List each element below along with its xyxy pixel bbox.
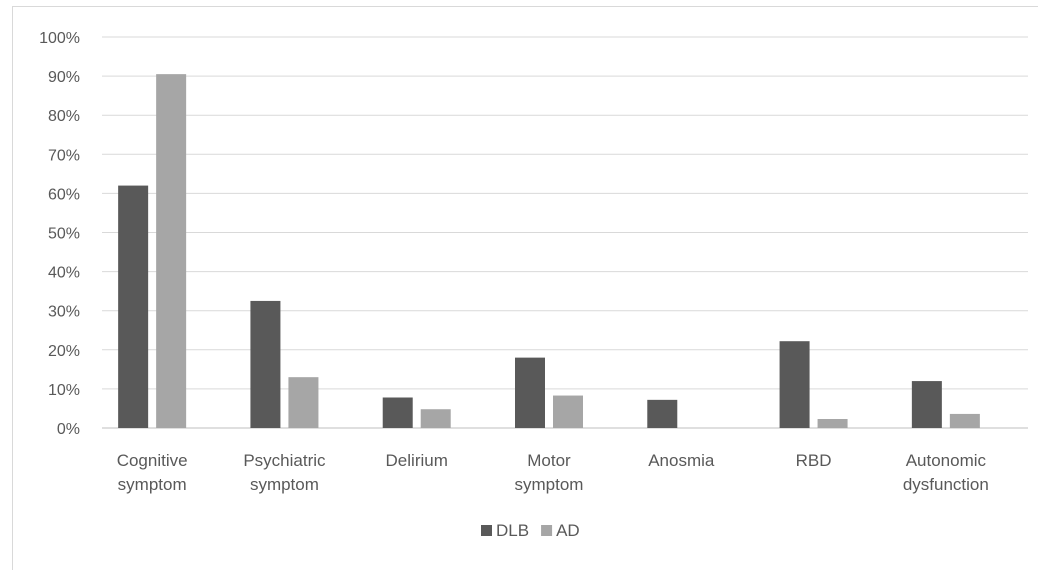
legend-label-ad: AD	[556, 521, 580, 540]
category-label: symptom	[515, 475, 584, 494]
bar-dlb	[647, 399, 678, 428]
legend-label-dlb: DLB	[496, 521, 529, 540]
bar-ad	[420, 409, 451, 428]
bar-dlb	[382, 397, 413, 428]
bar-dlb	[515, 357, 545, 428]
x-axis: Cognitive symptom Psychiatric symptom Deliri…	[117, 451, 989, 494]
y-tick-label: 30%	[48, 304, 80, 321]
category-label: Motor	[527, 451, 571, 470]
bar-dlb	[911, 381, 942, 428]
legend: DLB AD	[481, 521, 580, 540]
category-label: dysfunction	[903, 475, 989, 494]
y-tick-label: 90%	[48, 69, 80, 86]
bars	[118, 74, 980, 429]
bar-ad	[817, 419, 848, 428]
bar-ad	[156, 74, 187, 429]
y-tick-label: 10%	[48, 382, 80, 399]
legend-swatch-dlb	[481, 525, 492, 536]
bar-dlb	[118, 185, 149, 428]
bar-dlb	[250, 300, 281, 428]
category-label: symptom	[118, 475, 187, 494]
y-tick-label: 50%	[48, 226, 80, 243]
y-axis: 0% 10% 20% 30% 40% 50% 60% 70% 80% 90% 100%	[39, 30, 80, 438]
category-label: Autonomic	[906, 451, 987, 470]
y-tick-label: 80%	[48, 108, 80, 125]
category-label: Cognitive	[117, 451, 188, 470]
chart-frame	[12, 6, 1038, 570]
bar-ad	[553, 395, 583, 428]
y-tick-label: 40%	[48, 265, 80, 282]
y-tick-label: 0%	[57, 421, 80, 438]
bar-dlb	[779, 341, 810, 428]
category-label: Delirium	[386, 451, 448, 470]
y-tick-label: 20%	[48, 343, 80, 360]
y-tick-label: 100%	[39, 30, 80, 47]
category-label: Anosmia	[648, 451, 715, 470]
legend-swatch-ad	[541, 525, 553, 536]
bar-ad	[949, 413, 980, 428]
category-label: symptom	[250, 475, 319, 494]
y-tick-label: 70%	[48, 147, 80, 164]
category-label: Psychiatric	[243, 451, 326, 470]
category-label: RBD	[796, 451, 832, 470]
y-tick-label: 60%	[48, 186, 80, 203]
bar-ad	[288, 377, 319, 428]
gridlines	[102, 36, 1028, 429]
